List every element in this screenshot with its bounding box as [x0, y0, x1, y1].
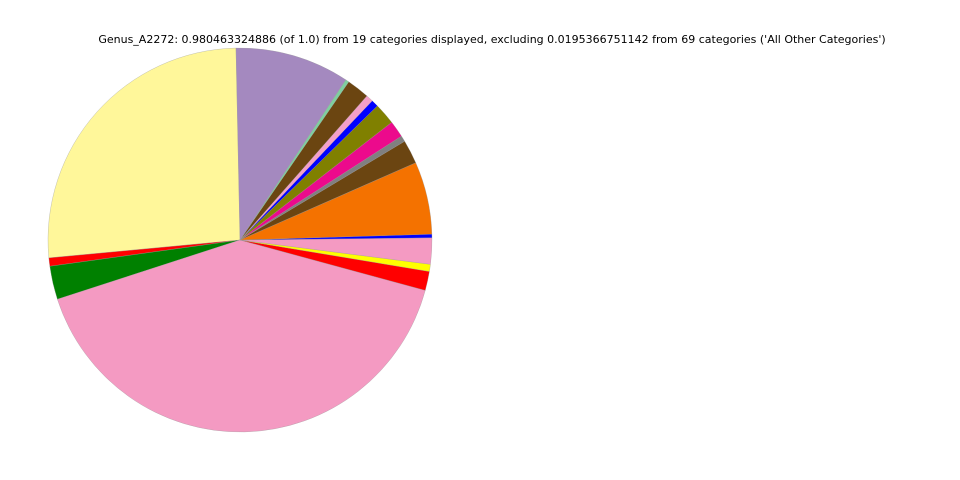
chart-title: Genus_A2272: 0.980463324886 (of 1.0) fro… — [98, 33, 885, 46]
pie-slice — [47, 47, 241, 259]
pie-slice — [235, 47, 346, 241]
pie-slice — [57, 239, 426, 433]
